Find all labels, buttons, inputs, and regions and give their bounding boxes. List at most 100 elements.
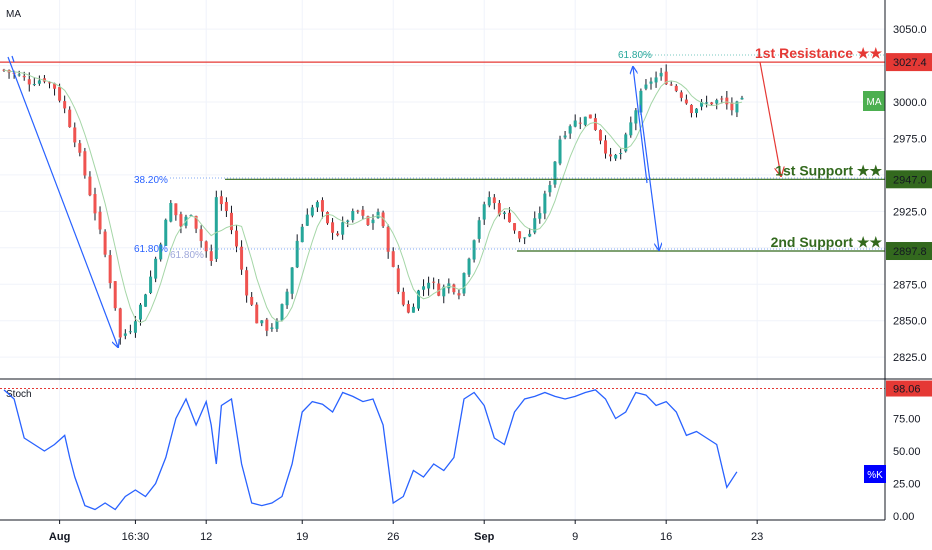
candle-body: [487, 197, 491, 206]
candle-body: [513, 223, 517, 231]
candle-body: [598, 130, 602, 141]
level-tag-bg: [886, 170, 932, 189]
candle-body: [32, 83, 36, 85]
candle-body: [118, 308, 122, 338]
candle-body: [194, 215, 198, 229]
candle-body: [710, 102, 714, 105]
candle-body: [583, 116, 587, 125]
candle-body: [730, 102, 734, 111]
candle-body: [88, 176, 92, 196]
candle-body: [629, 122, 633, 136]
candle-body: [472, 240, 476, 260]
candle-body: [356, 210, 360, 212]
candle-body: [300, 226, 304, 243]
candle-body: [179, 214, 183, 227]
candle-body: [341, 222, 345, 235]
candle-body: [310, 207, 314, 216]
candle-body: [123, 333, 127, 336]
resistance-to-support-arrow: [759, 61, 781, 176]
candle-body: [593, 118, 597, 130]
candle-body: [538, 213, 542, 219]
time-tick-label: 16:30: [122, 531, 150, 543]
candle-body: [371, 219, 375, 224]
candlestick-series[interactable]: [2, 64, 744, 345]
candle-body: [169, 202, 173, 222]
time-tick-label: 23: [751, 531, 763, 543]
candle-body: [204, 241, 208, 252]
candle-body: [159, 244, 163, 260]
candle-body: [245, 270, 249, 296]
candle-body: [209, 251, 213, 261]
candle-body: [416, 290, 420, 309]
candle-body: [624, 134, 628, 152]
ma-badge[interactable]: [863, 91, 885, 111]
grid: [0, 0, 885, 520]
stoch-tick-label: 0.00: [893, 511, 914, 523]
time-axis[interactable]: Aug 16:30 12 19 26 Sep 9 16 23: [49, 520, 763, 543]
candle-body: [113, 281, 117, 309]
candle-body: [578, 122, 582, 124]
fib-label-38: 38.20%: [134, 175, 168, 186]
candle-body: [331, 222, 335, 233]
candle-body: [346, 220, 350, 222]
candle-body: [634, 110, 638, 124]
time-tick-label: 26: [387, 531, 399, 543]
level-tag-value: 3027.4: [893, 57, 927, 69]
candle-body: [528, 233, 532, 237]
candle-body: [442, 286, 446, 297]
candle-body: [83, 151, 87, 176]
candle-body: [518, 231, 522, 239]
candle-body: [224, 201, 228, 211]
down-trend-arrow: [7, 56, 118, 347]
candle-body: [58, 87, 62, 101]
moving-average-line: [3, 69, 743, 324]
stoch-k-badge[interactable]: [864, 465, 886, 483]
time-tick-label: 19: [296, 531, 308, 543]
candle-body: [705, 102, 709, 104]
indicator-legend-ma[interactable]: MA: [6, 9, 21, 20]
candle-body: [351, 210, 355, 221]
fib-label-61-left: 61.80%: [134, 244, 168, 255]
candle-body: [265, 319, 269, 331]
candle-body: [336, 233, 340, 236]
candle-body: [138, 304, 142, 320]
candle-body: [720, 98, 724, 100]
candle-body: [548, 185, 552, 193]
down-trend-start-arrow: [11, 55, 15, 63]
candle-body: [144, 294, 148, 307]
candle-body: [588, 114, 592, 119]
candle-body: [63, 101, 67, 109]
price-tick-label: 3050.0: [893, 24, 927, 36]
candle-body: [573, 120, 577, 127]
candle-body: [219, 196, 223, 205]
stoch-k-line: [3, 389, 738, 511]
support-2-label: 2nd Support ★★: [771, 234, 883, 250]
stoch-level-tag-bg: [886, 380, 932, 397]
stoch-title: Stoch: [6, 389, 32, 400]
candle-body: [295, 240, 299, 268]
level-tag-bg: [886, 53, 932, 72]
candle-body: [315, 202, 319, 208]
candle-body: [320, 200, 324, 212]
candle-body: [649, 81, 653, 84]
candle-body: [684, 99, 688, 104]
candle-body: [103, 231, 107, 255]
level-tag-value: 2947.0: [893, 174, 927, 186]
candle-body: [452, 284, 456, 293]
candle-body: [700, 101, 704, 107]
price-axis[interactable]: 3050.03025.03000.02975.02950.02925.02900…: [893, 24, 927, 364]
candle-body: [22, 75, 26, 78]
stoch-axis[interactable]: 98.06 75.00 50.00 25.00 0.00: [886, 380, 932, 523]
stoch-level-tag-value: 98.06: [893, 384, 921, 396]
candle-body: [255, 304, 259, 324]
candle-body: [411, 306, 415, 313]
candle-body: [533, 218, 537, 233]
candle-body: [128, 331, 132, 333]
candle-body: [154, 258, 158, 279]
candle-body: [604, 140, 608, 154]
stoch-tick-label: 75.00: [893, 414, 921, 426]
candle-body: [497, 203, 501, 215]
fib-label-61-top: 61.80%: [618, 50, 652, 61]
candle-body: [305, 214, 309, 226]
